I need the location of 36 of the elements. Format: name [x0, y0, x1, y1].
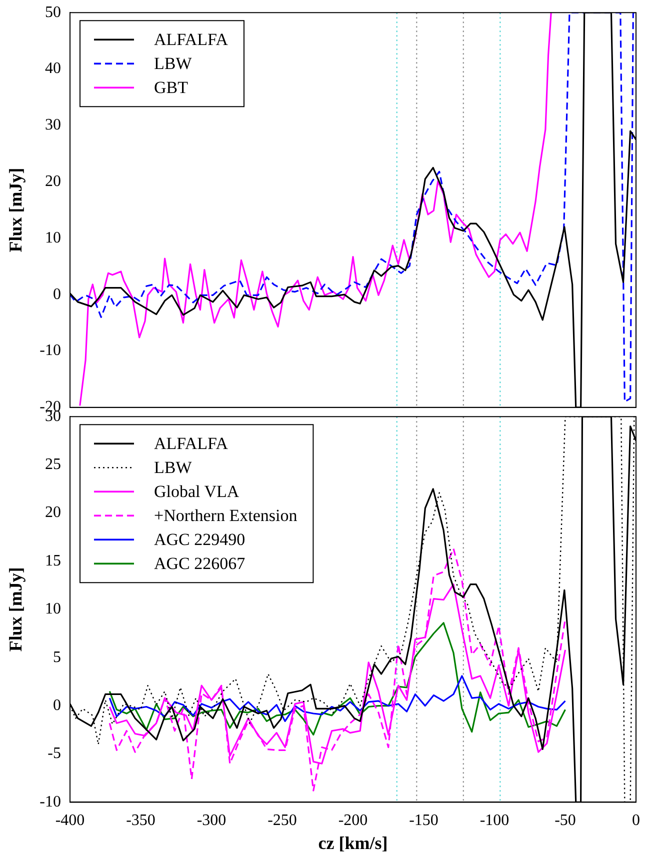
x-tick-label: -150	[409, 812, 438, 830]
y-axis-title: Flux [mJy]	[5, 567, 26, 652]
legend-label: Global VLA	[154, 482, 240, 502]
y-tick-label: -5	[48, 745, 61, 762]
x-tick-label: -50	[554, 812, 576, 830]
y-tick-label: 40	[45, 60, 61, 78]
legend-label: LBW	[154, 458, 193, 478]
legend-label: LBW	[154, 54, 193, 74]
y-tick-label: 15	[45, 552, 61, 570]
x-tick-label: 0	[632, 812, 640, 830]
x-tick-label: -350	[126, 812, 156, 830]
y-tick-label: 30	[45, 116, 61, 134]
legend-label: ALFALFA	[154, 30, 229, 50]
x-axis-title: cz [km/s]	[318, 832, 388, 853]
x-tick-label: -400	[55, 812, 85, 830]
legend-label: ALFALFA	[154, 434, 229, 454]
legend-label: AGC 229490	[154, 530, 246, 550]
y-tick-label: 20	[45, 173, 61, 190]
y-tick-label: 5	[53, 648, 61, 666]
x-tick-label: -100	[480, 812, 510, 830]
y-tick-label: -10	[40, 793, 61, 810]
y-tick-label: 50	[45, 4, 61, 21]
y-axis-title: Flux [mJy]	[5, 168, 26, 252]
y-tick-label: 25	[45, 456, 61, 474]
y-tick-label: 0	[53, 697, 61, 714]
y-tick-label: 20	[45, 504, 61, 522]
x-tick-label: -300	[196, 812, 226, 830]
y-tick-label: 0	[53, 286, 61, 303]
y-tick-label: -10	[40, 342, 61, 360]
legend-label: +Northern Extension	[154, 506, 298, 526]
legend-label: GBT	[154, 78, 189, 98]
x-tick-label: -250	[268, 812, 297, 830]
y-tick-label: 10	[45, 600, 61, 618]
legend-label: AGC 226067	[154, 554, 246, 574]
x-tick-label: -200	[338, 812, 368, 830]
y-tick-label: 10	[45, 229, 61, 246]
